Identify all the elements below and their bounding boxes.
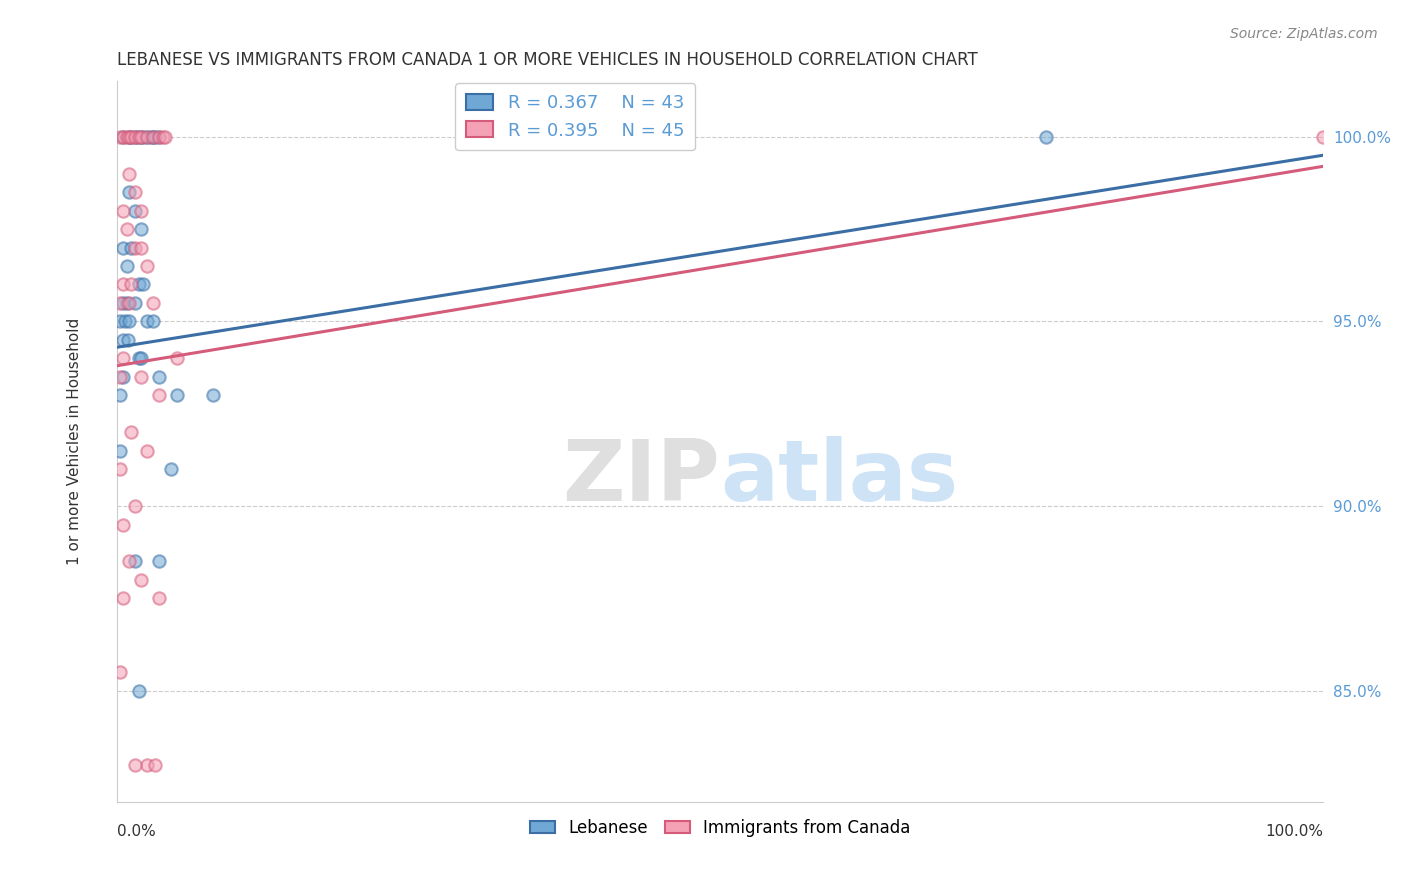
Point [111,333,134,347]
Point [128,277,150,292]
Point [142,129,165,144]
Point [136,314,159,328]
Point [110,443,132,458]
Point [160,462,183,476]
Point [118,129,141,144]
Point [111,296,134,310]
Point [148,388,170,402]
Point [110,665,132,680]
Point [124,129,146,144]
Point [120,241,142,255]
Point [115,129,138,144]
Point [129,203,152,218]
Text: 100.0%: 100.0% [1265,823,1323,838]
Point [129,369,152,384]
Text: Source: ZipAtlas.com: Source: ZipAtlas.com [1230,27,1378,41]
Point [129,351,152,366]
Point [118,167,141,181]
Text: 0.0%: 0.0% [117,823,156,838]
Point [111,517,134,532]
Point [148,129,170,144]
Point [124,499,146,513]
Point [111,203,134,218]
Point [120,425,142,440]
Point [124,241,146,255]
Point [110,296,132,310]
Point [136,757,159,772]
Point [118,314,141,328]
Text: atlas: atlas [720,436,959,519]
Point [202,388,225,402]
Point [166,351,188,366]
Point [136,443,159,458]
Point [110,314,132,328]
Point [142,129,165,144]
Point [110,369,132,384]
Point [124,757,146,772]
Point [124,554,146,568]
Point [115,222,138,236]
Point [142,296,165,310]
Point [120,129,142,144]
Point [111,129,134,144]
Point [136,129,159,144]
Point [114,314,136,328]
Text: 1 or more Vehicles in Household: 1 or more Vehicles in Household [67,318,82,566]
Point [129,573,152,587]
Point [111,369,134,384]
Point [148,369,170,384]
Point [127,129,149,144]
Point [128,129,150,144]
Point [110,388,132,402]
Point [148,129,170,144]
Point [153,129,176,144]
Point [110,462,132,476]
Point [152,129,174,144]
Point [118,554,141,568]
Point [128,683,150,698]
Point [148,591,170,606]
Point [132,129,155,144]
Point [139,129,162,144]
Point [129,129,152,144]
Point [166,388,188,402]
Point [120,129,142,144]
Point [115,296,138,310]
Point [111,129,134,144]
Point [118,185,141,199]
Point [115,259,138,273]
Point [124,129,146,144]
Point [124,203,146,218]
Point [129,129,152,144]
Point [142,314,165,328]
Point [136,129,159,144]
Point [148,554,170,568]
Point [118,129,141,144]
Point [136,259,159,273]
Point [132,277,155,292]
Point [118,296,141,310]
Point [124,185,146,199]
Point [111,241,134,255]
Text: LEBANESE VS IMMIGRANTS FROM CANADA 1 OR MORE VEHICLES IN HOUSEHOLD CORRELATION C: LEBANESE VS IMMIGRANTS FROM CANADA 1 OR … [117,51,977,69]
Point [117,333,139,347]
Legend: Lebanese, Immigrants from Canada: Lebanese, Immigrants from Canada [523,813,917,844]
Point [124,296,146,310]
Point [1312,129,1334,144]
Point [111,351,134,366]
Point [129,241,152,255]
Point [1035,129,1057,144]
Point [128,351,150,366]
Point [145,129,167,144]
Point [111,591,134,606]
Point [111,277,134,292]
Text: ZIP: ZIP [562,436,720,519]
Point [110,129,132,144]
Point [129,222,152,236]
Point [120,277,142,292]
Point [145,757,167,772]
